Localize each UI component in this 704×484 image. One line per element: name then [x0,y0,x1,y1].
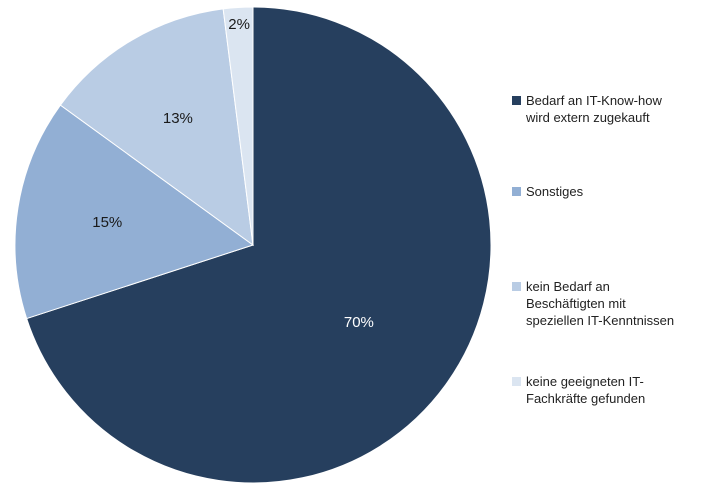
slice-label-kein-bedarf: 13% [163,110,193,127]
legend-label-extern: Bedarf an IT-Know-how wird extern zugeka… [526,93,662,125]
slice-label-sonstiges: 15% [92,214,122,231]
legend-label-kein-bedarf: kein Bedarf an Beschäftigten mit speziel… [526,279,675,328]
legend-swatch-kein-bedarf [512,282,521,291]
legend-swatch-sonstiges [512,187,521,196]
pie-chart: 70% 15% 13% 2% [14,6,492,484]
slice-label-keine-fachkraefte: 2% [228,16,250,33]
legend-swatch-extern [512,96,521,105]
legend-item-kein-bedarf: kein Bedarf an Beschäftigten mit speziel… [512,278,702,329]
legend-label-sonstiges: Sonstiges [526,184,584,199]
legend-label-keine-fachkraefte: keine geeigneten IT- Fachkräfte gefunden [526,374,646,406]
legend-item-keine-fachkraefte: keine geeigneten IT- Fachkräfte gefunden [512,373,702,407]
legend-swatch-keine-fachkraefte [512,377,521,386]
legend-item-extern: Bedarf an IT-Know-how wird extern zugeka… [512,92,702,126]
slice-label-extern: 70% [344,314,374,331]
pie-slice-kein-bedarf [59,8,254,247]
pie-slice-keine-fachkraefte [222,6,254,246]
legend-item-sonstiges: Sonstiges [512,183,702,200]
pie-slice-extern [26,6,492,484]
pie-slice-sonstiges [14,104,255,320]
